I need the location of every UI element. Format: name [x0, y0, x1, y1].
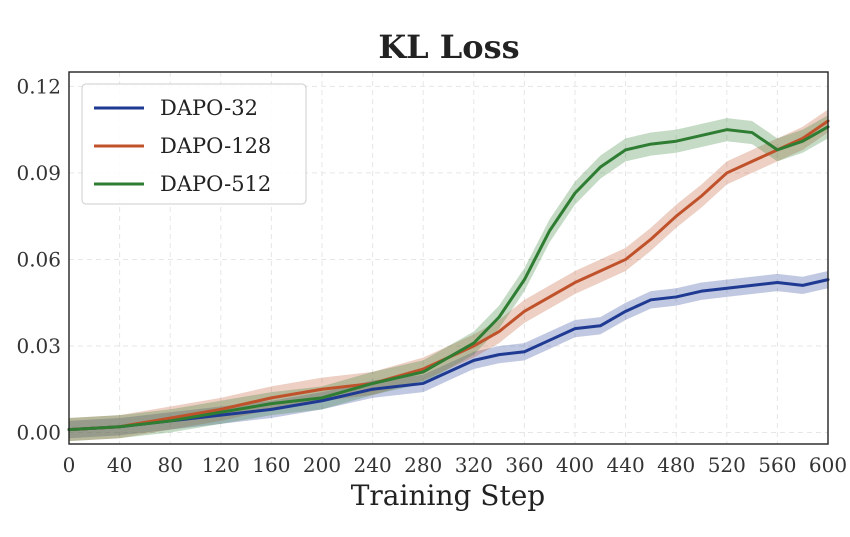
- x-tick-label: 240: [354, 453, 392, 477]
- x-axis-label: Training Step: [351, 479, 545, 512]
- y-tick-label: 0.09: [16, 161, 61, 185]
- series-line-2: [67, 125, 830, 432]
- x-tick-label: 520: [708, 453, 746, 477]
- chart-title: KL Loss: [378, 28, 519, 66]
- x-tick-label: 360: [505, 453, 543, 477]
- series-line-0: [67, 278, 830, 432]
- x-tick-label: 120: [202, 453, 240, 477]
- series-band-0: [69, 270, 828, 439]
- y-tick-label: 0.00: [16, 420, 61, 444]
- x-tick-label: 560: [758, 453, 796, 477]
- band-layer: [69, 109, 828, 442]
- legend: DAPO-32 DAPO-128 DAPO-512: [81, 83, 307, 205]
- y-tick-label: 0.03: [16, 334, 61, 358]
- legend-label-0: DAPO-32: [160, 96, 258, 120]
- x-tick-label: 40: [107, 453, 132, 477]
- x-tick-label: 280: [404, 453, 442, 477]
- series-line-1: [67, 119, 830, 432]
- x-tick-label: 600: [809, 453, 847, 477]
- plot-frame: [68, 71, 829, 445]
- x-tick-label: 320: [455, 453, 493, 477]
- x-tick-label: 440: [607, 453, 645, 477]
- x-tick-label: 160: [252, 453, 290, 477]
- line-layer: [67, 119, 830, 432]
- x-tick-label: 200: [303, 453, 341, 477]
- x-tick-label: 80: [157, 453, 182, 477]
- x-tick-label: 0: [63, 453, 76, 477]
- x-tick-label: 400: [556, 453, 594, 477]
- y-tick-labels: 0.00 0.03 0.06 0.09 0.12: [16, 74, 61, 444]
- legend-label-1: DAPO-128: [160, 134, 271, 158]
- y-tick-label: 0.06: [16, 247, 61, 271]
- x-tick-label: 480: [657, 453, 695, 477]
- y-tick-label: 0.12: [16, 74, 61, 98]
- x-tick-labels: 0 40 80 120 160 200 240 280 320 360 400 440 480 520 56…: [63, 453, 847, 477]
- legend-box: [81, 83, 307, 205]
- legend-label-2: DAPO-512: [160, 172, 271, 196]
